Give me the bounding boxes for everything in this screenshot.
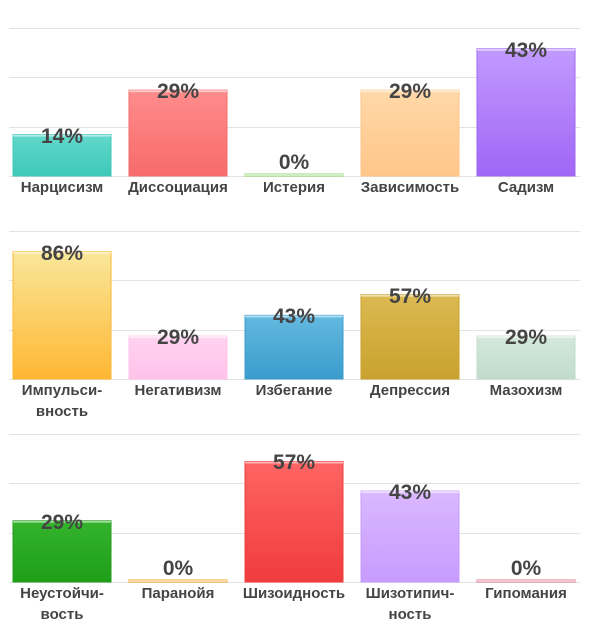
bar-chart-2: 86% Импульси-вность 29% Негативизм 43% Избега…	[0, 203, 589, 420]
bar	[12, 134, 112, 177]
bar-value-label: 0%	[162, 557, 194, 580]
category-label: Шизотипич-ность	[365, 585, 455, 623]
bar-value-label: 29%	[156, 80, 200, 104]
bar-value-label: 43%	[504, 38, 548, 62]
category-label: Избегание	[255, 382, 333, 399]
bar-value-label: 57%	[272, 451, 316, 475]
bar-highlight	[477, 580, 575, 582]
category-label: Неустойчи-вость	[20, 585, 104, 623]
chart-plot	[9, 28, 580, 177]
category-label: Паранойя	[141, 585, 215, 602]
bar-highlight	[245, 315, 343, 318]
bar-highlight	[13, 134, 111, 137]
bar-highlight	[129, 580, 227, 582]
category-label: Депрессия	[369, 382, 451, 399]
category-label: Садизм	[497, 179, 555, 196]
bar-highlight	[245, 461, 343, 464]
bar-value-label: 29%	[40, 510, 84, 534]
bar-value-label: 0%	[510, 557, 542, 580]
bar-value-label: 43%	[272, 305, 316, 329]
bar	[244, 314, 344, 380]
bar-value-label: 43%	[388, 481, 432, 505]
bar-highlight	[13, 520, 111, 523]
bar-value-label: 29%	[504, 326, 548, 350]
category-label: Нарцисизм	[20, 179, 104, 196]
category-label: Зависимость	[360, 179, 460, 196]
bar	[476, 48, 576, 177]
bar-chart-1: 14% Нарцисизм 29% Диссоциация 0% Истерия 29% За…	[0, 0, 589, 206]
bar-highlight	[361, 90, 459, 93]
bar	[360, 490, 460, 583]
bar-value-label: 29%	[388, 80, 432, 104]
bar	[360, 294, 460, 380]
bar-value-label: 57%	[388, 284, 432, 308]
bar-highlight	[477, 336, 575, 339]
bar	[12, 520, 112, 583]
bar-highlight	[245, 174, 343, 176]
bar-chart-3: 29% Неустойчи-вость 0% Паранойя 57% Шизоиднос…	[0, 406, 589, 623]
bar	[12, 251, 112, 380]
bar-value-label: 14%	[40, 124, 84, 148]
bar	[360, 89, 460, 177]
category-label: Негативизм	[134, 382, 222, 399]
bar-highlight	[361, 294, 459, 297]
bar-highlight	[13, 251, 111, 254]
bar-highlight	[477, 48, 575, 51]
bar-highlight	[129, 90, 227, 93]
bar-highlight	[361, 491, 459, 494]
bar-highlight	[129, 336, 227, 339]
category-label: Шизоидность	[242, 585, 346, 602]
category-label: Диссоциация	[128, 179, 228, 196]
category-label: Истерия	[263, 179, 325, 196]
category-label: Мазохизм	[489, 382, 563, 399]
category-label: Гипомания	[485, 585, 567, 602]
chart-plot	[9, 434, 580, 583]
bar-value-label: 0%	[278, 151, 310, 174]
category-label: Импульси-вность	[21, 382, 103, 420]
bar-value-label: 86%	[40, 241, 84, 265]
chart-plot	[9, 231, 580, 380]
bar	[128, 335, 228, 380]
bar-value-label: 29%	[156, 326, 200, 350]
bar	[244, 460, 344, 583]
